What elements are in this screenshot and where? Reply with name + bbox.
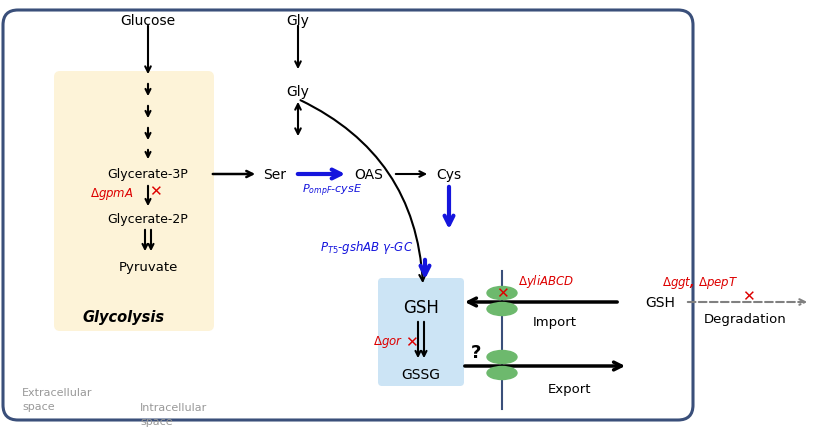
FancyBboxPatch shape — [54, 72, 214, 331]
Text: ?: ? — [470, 343, 480, 361]
Text: $P_{T5}$-$gshAB$ $\gamma$-GC: $P_{T5}$-$gshAB$ $\gamma$-GC — [320, 239, 413, 256]
Text: Extracellular
space: Extracellular space — [22, 387, 93, 411]
Text: Glycolysis: Glycolysis — [82, 310, 164, 325]
Text: ✕: ✕ — [741, 289, 753, 304]
Text: ✕: ✕ — [148, 184, 161, 199]
Text: GSSG: GSSG — [401, 367, 440, 381]
Text: $\Delta gor$: $\Delta gor$ — [373, 333, 402, 349]
Text: Glycerate-2P: Glycerate-2P — [108, 213, 188, 226]
Text: Glycerate-3P: Glycerate-3P — [108, 168, 188, 181]
Ellipse shape — [486, 287, 517, 300]
Text: Import: Import — [532, 316, 576, 329]
Text: GSH: GSH — [644, 295, 674, 309]
Text: $P_{ompF}$-$cysE$: $P_{ompF}$-$cysE$ — [301, 182, 362, 199]
Text: Ser: Ser — [263, 168, 286, 181]
Text: OAS: OAS — [354, 168, 383, 181]
Text: Intracellular
space: Intracellular space — [140, 402, 207, 426]
Text: Glucose: Glucose — [120, 14, 176, 28]
Text: $\Delta ggt$, $\Delta pepT$: $\Delta ggt$, $\Delta pepT$ — [661, 274, 737, 290]
Text: GSH: GSH — [402, 298, 438, 316]
Text: Pyruvate: Pyruvate — [118, 261, 177, 274]
Text: Gly: Gly — [286, 85, 309, 99]
Ellipse shape — [486, 351, 517, 364]
Text: ✕: ✕ — [495, 286, 508, 301]
Text: $\Delta yliABCD$: $\Delta yliABCD$ — [518, 273, 574, 290]
Text: Export: Export — [547, 383, 591, 396]
FancyBboxPatch shape — [3, 11, 692, 420]
Ellipse shape — [486, 303, 517, 316]
Ellipse shape — [486, 367, 517, 380]
Text: Degradation: Degradation — [703, 313, 786, 326]
Text: Gly: Gly — [286, 14, 309, 28]
FancyBboxPatch shape — [378, 278, 464, 386]
Text: ✕: ✕ — [404, 335, 416, 350]
Text: $\Delta gpmA$: $\Delta gpmA$ — [90, 186, 133, 202]
Text: Cys: Cys — [436, 168, 461, 181]
